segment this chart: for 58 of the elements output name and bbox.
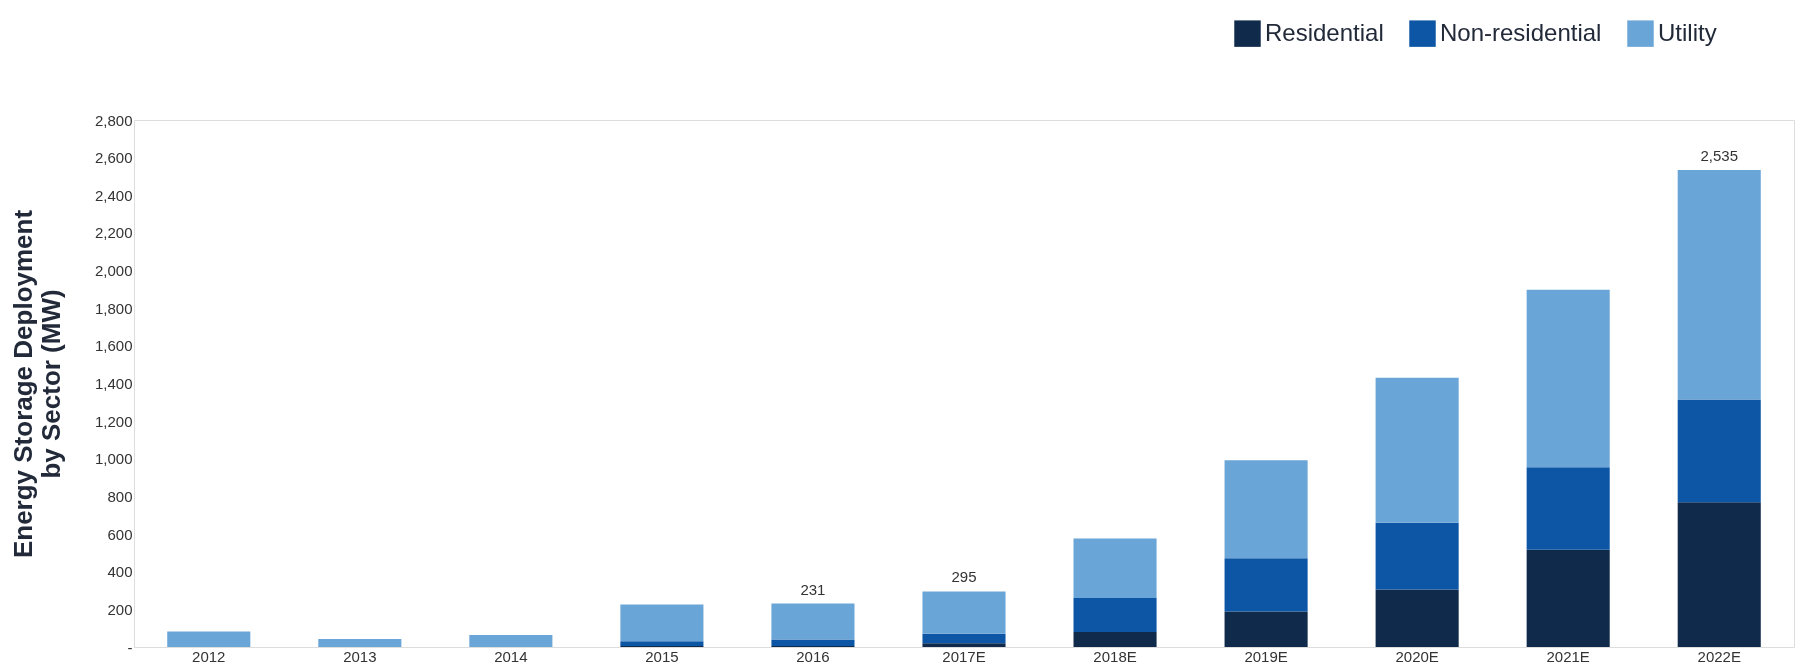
- bar: [1677, 502, 1761, 647]
- bar: [1526, 467, 1610, 550]
- bar: [469, 634, 553, 647]
- bar: [922, 591, 1006, 634]
- bar: [318, 638, 402, 647]
- x-tick-label: 2022E: [1697, 647, 1741, 665]
- y-tick-label: 1,200: [94, 412, 133, 430]
- bar: [1526, 289, 1610, 468]
- y-tick-label: 800: [107, 487, 133, 505]
- bar: [620, 604, 704, 642]
- bar: [1677, 399, 1761, 503]
- y-tick-label: 2,200: [94, 224, 133, 242]
- legend-label: Utility: [1658, 18, 1717, 46]
- bar: [922, 643, 1006, 647]
- x-tick-label: 2020E: [1395, 647, 1439, 665]
- x-tick-label: 2021E: [1546, 647, 1590, 665]
- y-tick-label: 1,800: [94, 299, 133, 317]
- total-label: 231: [800, 580, 826, 598]
- y-tick-label: 1,600: [94, 337, 133, 355]
- x-tick-label: 2012: [192, 647, 226, 665]
- legend-label: Non-residential: [1440, 18, 1602, 46]
- bar: [1677, 169, 1761, 400]
- bar: [1375, 377, 1459, 523]
- y-tick-label: -: [127, 638, 133, 656]
- bar: [1375, 522, 1459, 590]
- bar: [167, 631, 251, 647]
- x-tick-label: 2013: [343, 647, 377, 665]
- bar: [620, 641, 704, 647]
- bar: [1224, 460, 1308, 559]
- legend-label: Residential: [1265, 18, 1384, 46]
- y-tick-label: 2,000: [94, 262, 133, 280]
- total-label: 2,535: [1700, 146, 1739, 164]
- bar: [1224, 611, 1308, 647]
- x-tick-label: 2015: [645, 647, 679, 665]
- bar: [1073, 631, 1157, 647]
- bar: [922, 633, 1006, 644]
- y-tick-label: 1,400: [94, 375, 133, 392]
- y-tick-label: 2,600: [94, 149, 133, 167]
- bar: [1375, 589, 1459, 647]
- x-tick-label: 2016: [796, 647, 830, 665]
- y-tick-label: 600: [107, 525, 133, 543]
- bar: [1224, 558, 1308, 612]
- y-tick-label: 2,800: [94, 111, 133, 129]
- x-tick-label: 2018E: [1093, 647, 1137, 665]
- y-tick-label: 200: [107, 600, 133, 618]
- total-label: 295: [951, 568, 977, 586]
- bar: [771, 639, 855, 647]
- y-axis-title: Energy Storage Deployment by Sector (MW): [7, 209, 66, 559]
- bar: [771, 603, 855, 640]
- x-tick-label: 2017E: [942, 647, 986, 665]
- x-tick-label: 2019E: [1244, 647, 1288, 665]
- bar: [1526, 549, 1610, 647]
- y-tick-label: 1,000: [94, 450, 133, 468]
- y-tick-label: 400: [107, 563, 133, 581]
- bar: [1073, 538, 1157, 599]
- y-tick-label: 2,400: [94, 186, 133, 204]
- x-tick-label: 2014: [494, 647, 528, 665]
- bar: [1073, 598, 1157, 632]
